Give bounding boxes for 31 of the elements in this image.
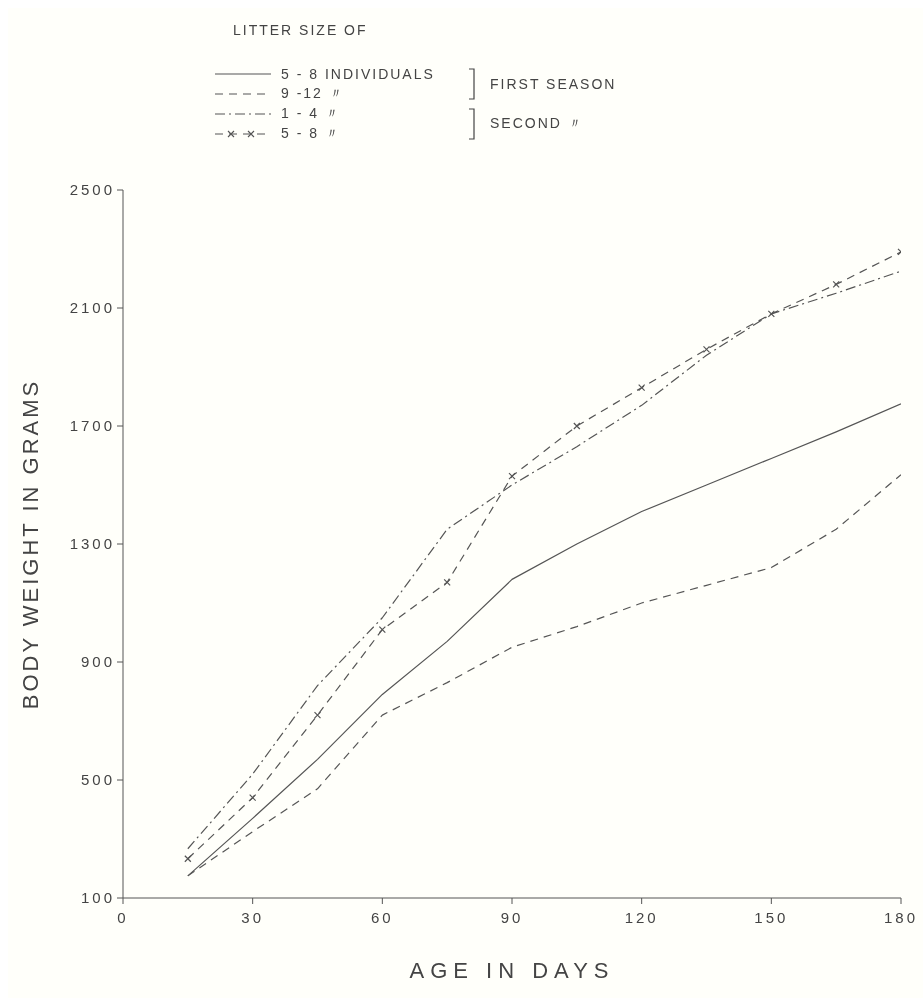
point bbox=[443, 578, 451, 586]
x-axis-title: AGE IN DAYS bbox=[409, 958, 615, 983]
legend-label: 1 - 4 〃 bbox=[281, 105, 341, 123]
point bbox=[573, 422, 581, 430]
y-tick-label: 1300 bbox=[69, 535, 115, 553]
point bbox=[702, 345, 711, 353]
x-tick-label: 180 bbox=[883, 908, 919, 926]
legend-label: 5 - 8 〃 bbox=[281, 125, 341, 143]
y-tick-label: 2500 bbox=[69, 181, 115, 199]
legend-title: LITTER SIZE OF bbox=[233, 22, 369, 38]
point bbox=[313, 711, 322, 719]
point bbox=[832, 280, 840, 288]
x-tick-label: 30 bbox=[241, 908, 265, 926]
x-tick-label: 0 bbox=[117, 908, 129, 926]
point bbox=[508, 472, 516, 480]
y-tick-label: 100 bbox=[80, 889, 115, 907]
text: SECOND 〃 bbox=[490, 115, 584, 133]
legend-label: 5 - 8 INDIVIDUALS bbox=[281, 66, 435, 82]
legend-label: 9 -12 〃 bbox=[281, 85, 345, 103]
y-tick-label: 2100 bbox=[69, 299, 115, 317]
x-tick-label: 120 bbox=[624, 908, 659, 926]
x-tick-label: 150 bbox=[754, 908, 789, 926]
point bbox=[767, 310, 775, 318]
y-axis-title: BODY WEIGHT IN GRAMS bbox=[17, 378, 43, 710]
text: FIRST SEASON bbox=[490, 76, 617, 92]
y-tick-label: 900 bbox=[80, 653, 115, 671]
y-tick-label: 1700 bbox=[69, 417, 115, 435]
y-tick-label: 500 bbox=[80, 771, 115, 789]
x-tick-label: 60 bbox=[370, 908, 394, 926]
point bbox=[378, 625, 386, 634]
x-tick-label: 90 bbox=[500, 908, 524, 926]
